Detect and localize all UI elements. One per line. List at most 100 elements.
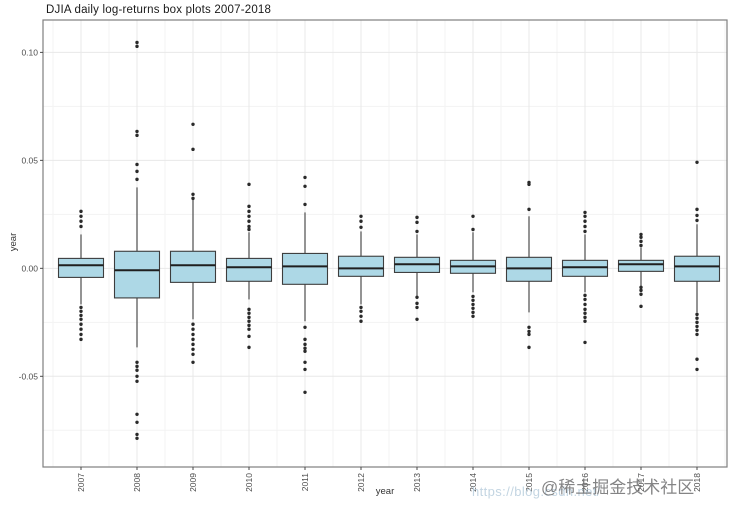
outlier-point [303,175,307,180]
outlier-point [639,292,643,296]
outlier-point [247,345,251,350]
outlier-point [247,307,251,312]
y-tick-label: 0.10 [21,47,38,57]
outlier-point [191,192,195,196]
outlier-point [303,342,307,347]
outlier-point [415,220,419,225]
boxplot-2016 [561,210,609,345]
outlier-point [135,420,139,424]
outlier-point [359,305,363,310]
outlier-point [695,207,699,212]
juejin-watermark: @稀土掘金技术社区 [541,478,695,497]
csdn-url-watermark: https://blog.csdn.net/ [472,484,601,499]
outlier-point [527,207,531,212]
outlier-point [695,316,699,320]
outlier-point [303,202,307,207]
outlier-point [247,219,251,223]
outlier-point [79,305,83,310]
outlier-point [303,337,307,342]
outlier-point [527,345,531,350]
outlier-point [303,346,307,350]
x-tick-label: 2018 [692,473,702,492]
iqr-box [113,250,161,299]
outlier-point [191,360,195,364]
outlier-point [79,224,83,229]
boxplot-2013 [393,215,441,321]
outlier-point [135,40,139,45]
outlier-point [79,209,83,214]
outlier-point [247,323,251,328]
outlier-point [79,337,83,342]
outlier-point [471,302,475,307]
boxplot-2007 [57,209,105,342]
x-tick-label: 2017 [636,473,646,492]
outlier-point [583,229,587,234]
outlier-point [247,334,251,339]
x-tick-label: 2012 [356,473,366,492]
outlier-point [639,285,643,290]
outlier-point [415,301,419,306]
x-tick-label: 2016 [580,473,590,492]
outlier-point [471,227,475,232]
outlier-point [471,310,475,315]
outlier-point [135,379,139,383]
boxplot-2009 [169,122,217,364]
outlier-point [695,324,699,329]
boxplot-2010 [225,182,273,350]
outlier-point [303,360,307,364]
outlier-point [415,305,419,310]
iqr-box [281,252,329,285]
x-tick-label: 2008 [132,473,142,492]
x-tick-label: 2009 [188,473,198,492]
outlier-point [471,214,475,218]
outlier-point [415,295,419,299]
outlier-point [247,214,251,218]
outlier-point [135,133,139,138]
outlier-point [135,368,139,372]
outlier-point [191,342,195,347]
outlier-point [191,122,195,127]
outlier-point [303,349,307,353]
x-axis-title: year [375,486,395,497]
outlier-point [527,325,531,329]
outlier-point [79,309,83,314]
outlier-point [583,293,587,298]
outlier-point [583,302,587,307]
x-tick-label: 2014 [468,473,478,492]
iqr-box [337,255,385,277]
boxplot-2014 [449,214,497,318]
outlier-point [471,314,475,318]
outlier-point [79,332,83,337]
panel-border [42,19,728,468]
outlier-point [79,313,83,318]
outlier-point [583,315,587,320]
outlier-point [695,328,699,333]
outlier-point [247,315,251,320]
outlier-point [135,436,139,440]
y-tick-label: 0.00 [21,263,38,273]
iqr-box [617,259,665,272]
outlier-point [247,204,251,209]
outlier-point [135,374,139,379]
outlier-point [639,288,643,293]
outlier-point [695,160,699,165]
outlier-point [247,327,251,331]
outlier-point [639,243,643,248]
outlier-point [191,196,195,201]
outlier-point [359,309,363,314]
outlier-point [303,390,307,394]
iqr-box [561,259,609,277]
x-tick-label: 2015 [524,473,534,492]
outlier-point [583,224,587,229]
outlier-point [191,337,195,342]
outlier-point [79,327,83,331]
outlier-point [471,298,475,302]
outlier-point [415,215,419,220]
outlier-point [191,327,195,331]
outlier-point [415,229,419,234]
x-tick-label: 2013 [412,473,422,492]
boxplot-2017 [617,232,665,309]
outlier-point [695,357,699,361]
chart-title: DJIA daily log-returns box plots 2007-20… [46,4,272,16]
boxplot-2018 [673,160,721,372]
